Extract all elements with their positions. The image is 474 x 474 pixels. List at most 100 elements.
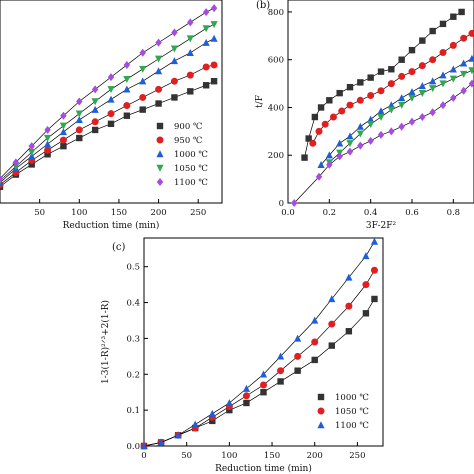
data-point	[450, 13, 457, 20]
data-point	[336, 89, 343, 97]
data-point	[315, 172, 323, 181]
data-point	[468, 29, 474, 37]
data-point	[43, 140, 52, 148]
legend-marker	[317, 421, 325, 429]
data-point	[294, 367, 301, 374]
legend-label: 1050 ℃	[174, 164, 208, 174]
data-point	[408, 68, 416, 76]
y-axis-label: 1-3(1-R)²ᐟ³+2(1-R)	[100, 300, 111, 384]
data-point	[76, 134, 83, 142]
x-tick-label: 150	[264, 451, 280, 461]
data-point	[460, 59, 468, 67]
data-point	[139, 77, 147, 85]
data-point	[346, 140, 354, 148]
data-point	[260, 381, 267, 389]
data-point	[28, 161, 35, 168]
x-tick-label: 0.0	[281, 208, 295, 218]
data-point	[260, 389, 267, 396]
series-3	[140, 237, 379, 450]
data-point	[75, 110, 83, 118]
data-point	[362, 281, 370, 289]
legend-label: 1000 ℃	[174, 150, 208, 160]
plot-frame	[287, 0, 474, 204]
data-point	[294, 334, 302, 342]
data-point	[388, 127, 395, 136]
data-point	[460, 34, 468, 42]
x-tick-label: 50	[34, 208, 45, 218]
chart-panel-3: (c) 0 50 100 150 200 250 0.0 0.1 0.2 0.3 0.4 0.5 Redu…	[100, 237, 384, 474]
panel-label: (c)	[112, 242, 126, 253]
data-point	[43, 134, 52, 142]
legend-marker	[317, 407, 325, 415]
data-point	[59, 128, 68, 136]
data-point	[210, 4, 218, 13]
legend-marker	[156, 122, 164, 130]
data-point	[107, 120, 115, 128]
data-point	[75, 126, 83, 134]
data-point	[398, 56, 405, 63]
data-point	[155, 100, 162, 107]
data-point	[311, 316, 319, 324]
legend-label: 950 ℃	[174, 136, 202, 146]
data-point	[398, 101, 406, 109]
data-point	[362, 252, 370, 260]
data-point	[377, 87, 385, 95]
data-point	[187, 18, 194, 27]
series-2	[309, 29, 474, 147]
series-2	[140, 266, 378, 450]
data-point	[449, 75, 457, 83]
data-point	[91, 105, 99, 113]
data-point	[259, 370, 268, 378]
x-tick-label: 0.2	[323, 208, 337, 218]
data-point	[408, 46, 416, 54]
data-point	[362, 310, 370, 317]
data-point	[367, 120, 375, 128]
data-point	[291, 199, 298, 207]
data-point	[226, 406, 233, 414]
data-point	[371, 295, 378, 303]
x-tick-label: 250	[190, 208, 206, 218]
data-point	[171, 28, 178, 37]
data-point	[202, 38, 210, 46]
data-point	[107, 110, 115, 118]
data-point	[460, 86, 467, 95]
data-point	[123, 75, 131, 83]
x-tick-label: 0	[141, 451, 146, 461]
data-point	[123, 60, 131, 69]
data-point	[346, 83, 354, 91]
series-5	[291, 79, 474, 207]
y-tick-label: 600	[268, 56, 284, 66]
data-point	[345, 328, 353, 335]
data-point	[468, 67, 474, 75]
data-point	[418, 82, 426, 90]
legend-marker	[317, 393, 325, 401]
x-tick-label: 0.6	[405, 208, 419, 218]
data-point	[408, 88, 416, 96]
x-tick-label: 0.8	[447, 208, 461, 218]
data-point	[209, 417, 216, 425]
data-point	[294, 352, 302, 360]
data-point	[468, 54, 474, 62]
data-point	[439, 80, 447, 88]
data-point	[140, 442, 148, 450]
y-tick-label: 200	[268, 151, 284, 161]
data-point	[377, 130, 385, 139]
data-point	[59, 122, 68, 130]
data-point	[419, 113, 426, 122]
data-point	[170, 57, 179, 65]
data-point	[317, 104, 325, 111]
data-point	[76, 97, 83, 106]
data-point	[276, 352, 285, 360]
data-point	[439, 101, 447, 110]
data-point	[202, 25, 210, 33]
data-point	[387, 106, 395, 114]
data-point	[123, 112, 131, 119]
data-point	[154, 67, 163, 75]
data-point	[157, 438, 165, 446]
data-point	[174, 431, 182, 439]
data-point	[186, 71, 194, 79]
y-tick-label: 0.1	[126, 406, 140, 416]
data-point	[0, 174, 4, 183]
data-point	[356, 130, 364, 138]
